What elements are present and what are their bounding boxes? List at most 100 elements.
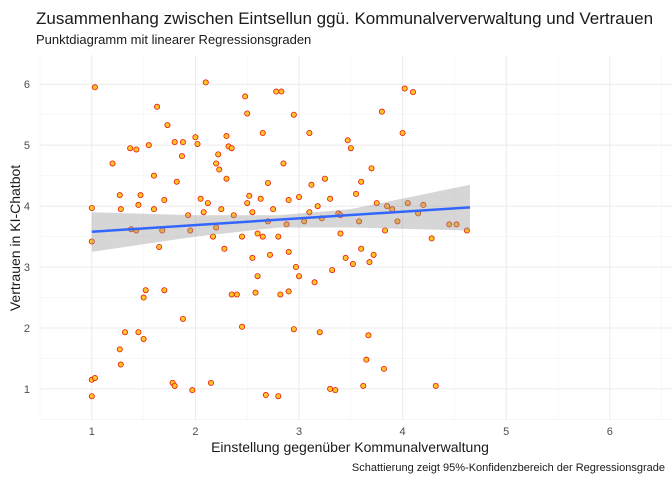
point bbox=[254, 273, 261, 280]
point bbox=[382, 227, 389, 234]
point bbox=[228, 145, 235, 152]
point bbox=[356, 218, 363, 225]
point bbox=[244, 200, 251, 207]
point bbox=[306, 129, 313, 136]
point bbox=[311, 279, 318, 286]
point bbox=[150, 206, 157, 213]
point bbox=[210, 233, 217, 240]
point bbox=[370, 251, 377, 258]
point bbox=[164, 122, 171, 129]
point bbox=[117, 206, 124, 213]
point bbox=[358, 178, 365, 185]
point bbox=[142, 287, 149, 294]
point bbox=[194, 140, 201, 147]
point bbox=[161, 197, 168, 204]
x-tick-label: 3 bbox=[296, 426, 302, 438]
point bbox=[368, 165, 375, 172]
point bbox=[192, 134, 199, 141]
point bbox=[332, 387, 339, 394]
chart-subtitle: Punktdiagramm mit linearer Regressionsgr… bbox=[36, 32, 311, 47]
point bbox=[270, 206, 277, 213]
point bbox=[285, 197, 292, 204]
point bbox=[349, 261, 356, 268]
point bbox=[399, 129, 406, 136]
x-tick-label: 4 bbox=[400, 426, 406, 438]
point bbox=[273, 88, 280, 95]
point bbox=[290, 326, 297, 333]
point bbox=[216, 166, 223, 173]
point bbox=[316, 329, 323, 336]
point bbox=[246, 192, 253, 199]
point bbox=[140, 294, 147, 301]
point bbox=[267, 251, 274, 258]
point bbox=[432, 382, 439, 389]
point bbox=[187, 227, 194, 234]
point bbox=[365, 332, 372, 339]
point bbox=[88, 393, 95, 400]
point bbox=[327, 195, 334, 202]
point bbox=[296, 193, 303, 200]
point bbox=[116, 192, 123, 199]
point bbox=[150, 172, 157, 179]
point bbox=[249, 209, 256, 216]
point bbox=[249, 254, 256, 261]
point bbox=[373, 200, 380, 207]
point bbox=[156, 243, 163, 250]
point bbox=[420, 201, 427, 208]
point bbox=[401, 85, 408, 92]
point bbox=[290, 111, 297, 118]
point bbox=[384, 203, 391, 210]
plot-area bbox=[88, 79, 471, 400]
point bbox=[137, 192, 144, 199]
point bbox=[117, 361, 124, 368]
point bbox=[327, 385, 334, 392]
point bbox=[179, 139, 186, 146]
point bbox=[218, 206, 225, 213]
caption: Schattierung zeigt 95%-Konfidenzbereich … bbox=[352, 462, 665, 474]
point bbox=[215, 151, 222, 158]
point bbox=[453, 221, 460, 228]
point bbox=[221, 245, 228, 252]
point bbox=[278, 88, 285, 95]
point bbox=[428, 235, 435, 242]
point bbox=[262, 392, 269, 399]
point bbox=[244, 110, 251, 117]
point bbox=[133, 146, 140, 153]
x-tick-label: 5 bbox=[503, 426, 509, 438]
point bbox=[242, 93, 249, 100]
point bbox=[116, 346, 123, 353]
point bbox=[204, 200, 211, 207]
point bbox=[154, 103, 161, 110]
point bbox=[277, 291, 284, 298]
point bbox=[344, 137, 351, 144]
y-axis-title: Vertrauen in KI-Chatbot bbox=[7, 165, 23, 311]
point bbox=[360, 382, 367, 389]
point bbox=[352, 190, 359, 197]
point bbox=[337, 230, 344, 237]
x-tick-label: 6 bbox=[607, 426, 613, 438]
point bbox=[314, 203, 321, 210]
point bbox=[207, 379, 214, 386]
point bbox=[239, 233, 246, 240]
point bbox=[88, 204, 95, 211]
point bbox=[213, 160, 220, 167]
point bbox=[285, 288, 292, 295]
point bbox=[252, 289, 259, 296]
point bbox=[197, 195, 204, 202]
point bbox=[135, 201, 142, 208]
point bbox=[178, 153, 185, 160]
point bbox=[91, 374, 98, 381]
point bbox=[264, 179, 271, 186]
point bbox=[127, 145, 134, 152]
point bbox=[363, 356, 370, 363]
point bbox=[189, 387, 196, 394]
point bbox=[257, 195, 264, 202]
point bbox=[285, 248, 292, 255]
point bbox=[378, 108, 385, 115]
point bbox=[254, 230, 261, 237]
point bbox=[347, 145, 354, 152]
x-axis-title: Einstellung gegenüber Kommunalverwaltung bbox=[211, 439, 489, 455]
point bbox=[446, 221, 453, 228]
point bbox=[223, 175, 230, 182]
